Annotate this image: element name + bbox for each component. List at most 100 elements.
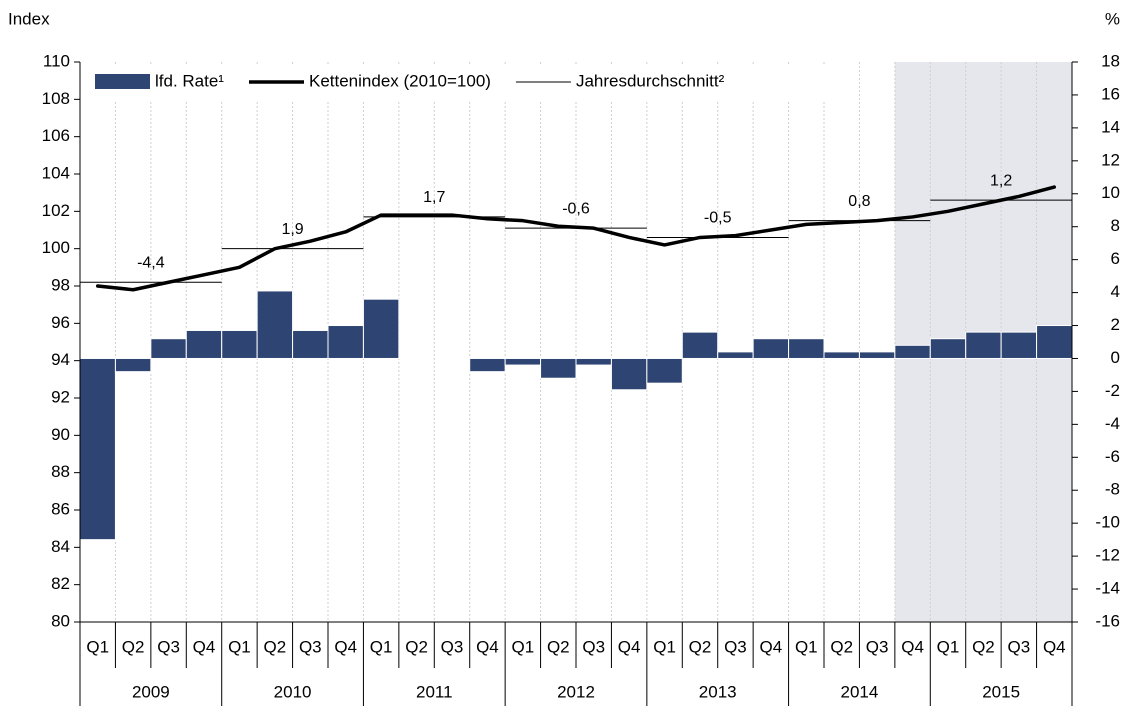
bar [646, 357, 683, 384]
bar [1036, 325, 1073, 359]
x-tick-label: Q4 [901, 637, 924, 656]
index-line [95, 185, 1057, 292]
year-label: 2014 [841, 682, 879, 701]
y2-axis-label: % [1105, 9, 1120, 28]
bar [788, 338, 825, 359]
y2-tick-label: -14 [1095, 579, 1120, 598]
legend-label: Kettenindex (2010=100) [309, 71, 491, 90]
legend-label: lfd. Rate¹ [155, 71, 224, 90]
y2-tick-label: 4 [1111, 282, 1120, 301]
y2-tick-label: 16 [1101, 84, 1120, 103]
bar [185, 329, 223, 359]
year-label: 2009 [132, 682, 170, 701]
x-tick-label: Q3 [582, 637, 605, 656]
annual-rate-label: -0,6 [562, 200, 590, 217]
x-tick-label: Q4 [1043, 637, 1066, 656]
x-tick-label: Q3 [299, 637, 322, 656]
x-tick-label: Q1 [512, 637, 535, 656]
y2-tick-label: -2 [1105, 381, 1120, 400]
bar [114, 357, 152, 373]
y-tick-label: 110 [43, 51, 70, 70]
y-tick-label: 86 [51, 499, 70, 518]
y-tick-label: 100 [42, 238, 70, 257]
x-tick-label: Q2 [830, 637, 853, 656]
year-label: 2010 [274, 682, 312, 701]
bar [965, 331, 1002, 359]
y2-tick-label: 14 [1101, 117, 1120, 136]
bar [292, 329, 329, 359]
bar [681, 331, 719, 359]
annual-rate-label: 0,8 [848, 193, 870, 210]
bar [256, 290, 294, 359]
x-tick-label: Q1 [228, 637, 251, 656]
x-tick-label: Q4 [193, 637, 216, 656]
x-tick-label: Q1 [370, 637, 393, 656]
y-tick-label: 94 [51, 350, 70, 369]
y2-tick-label: 6 [1111, 249, 1120, 268]
bar [823, 351, 860, 359]
y-tick-label: 84 [51, 537, 70, 556]
x-tick-label: Q4 [334, 637, 357, 656]
year-label: 2012 [557, 682, 595, 701]
x-tick-label: Q1 [937, 637, 960, 656]
y2-tick-label: 8 [1111, 216, 1120, 235]
y2-tick-label: -6 [1105, 447, 1120, 466]
x-tick-label: Q3 [157, 637, 180, 656]
y2-tick-label: -10 [1095, 513, 1120, 532]
x-tick-label: Q2 [689, 637, 712, 656]
bar [327, 325, 364, 359]
bar [221, 329, 258, 359]
bar [717, 351, 754, 359]
bar [858, 351, 896, 359]
y2-tick-label: 0 [1111, 348, 1120, 367]
y2-tick-label: 10 [1101, 183, 1120, 202]
annual-rate-label: -4,4 [137, 254, 165, 271]
bar [752, 338, 790, 359]
year-label: 2013 [699, 682, 737, 701]
x-tick-label: Q2 [264, 637, 287, 656]
bar [504, 357, 542, 366]
x-tick-label: Q2 [122, 637, 145, 656]
y-tick-label: 80 [51, 611, 70, 630]
y-axis-label: Index [8, 9, 50, 28]
x-tick-label: Q3 [724, 637, 747, 656]
bar [610, 357, 648, 391]
legend-swatch [95, 74, 150, 89]
y2-tick-label: 12 [1101, 150, 1120, 169]
x-tick-label: Q3 [441, 637, 464, 656]
x-tick-label: Q4 [618, 637, 641, 656]
bar [929, 338, 967, 359]
x-tick-label: Q2 [972, 637, 995, 656]
x-tick-label: Q3 [1008, 637, 1031, 656]
bar [575, 357, 612, 366]
y2-tick-label: 18 [1101, 51, 1120, 70]
x-tick-label: Q4 [760, 637, 783, 656]
x-tick-label: Q1 [653, 637, 676, 656]
y2-tick-label: -8 [1105, 480, 1120, 499]
bar [540, 357, 577, 379]
bar [469, 357, 506, 373]
year-label: 2011 [416, 682, 453, 701]
y-tick-label: 90 [51, 425, 70, 444]
y-tick-label: 82 [51, 574, 70, 593]
y-tick-label: 106 [42, 126, 70, 145]
y-tick-label: 88 [51, 462, 70, 481]
annual-rate-label: -0,5 [704, 210, 732, 227]
y2-tick-label: -12 [1095, 546, 1120, 565]
x-tick-label: Q1 [86, 637, 109, 656]
x-tick-label: Q4 [476, 637, 499, 656]
bar [1000, 331, 1038, 359]
y2-tick-label: -4 [1105, 414, 1120, 433]
y-tick-label: 102 [42, 201, 70, 220]
bar [79, 357, 116, 541]
bar [150, 338, 187, 359]
annual-rate-label: 1,2 [990, 172, 1012, 189]
bar [894, 344, 931, 359]
y-tick-label: 92 [51, 387, 70, 406]
annual-rate-label: 1,7 [423, 189, 445, 206]
y-tick-label: 96 [51, 313, 70, 332]
bar [362, 298, 400, 359]
y2-tick-label: -16 [1095, 611, 1120, 630]
legend-label: Jahresdurchschnitt² [576, 71, 725, 90]
